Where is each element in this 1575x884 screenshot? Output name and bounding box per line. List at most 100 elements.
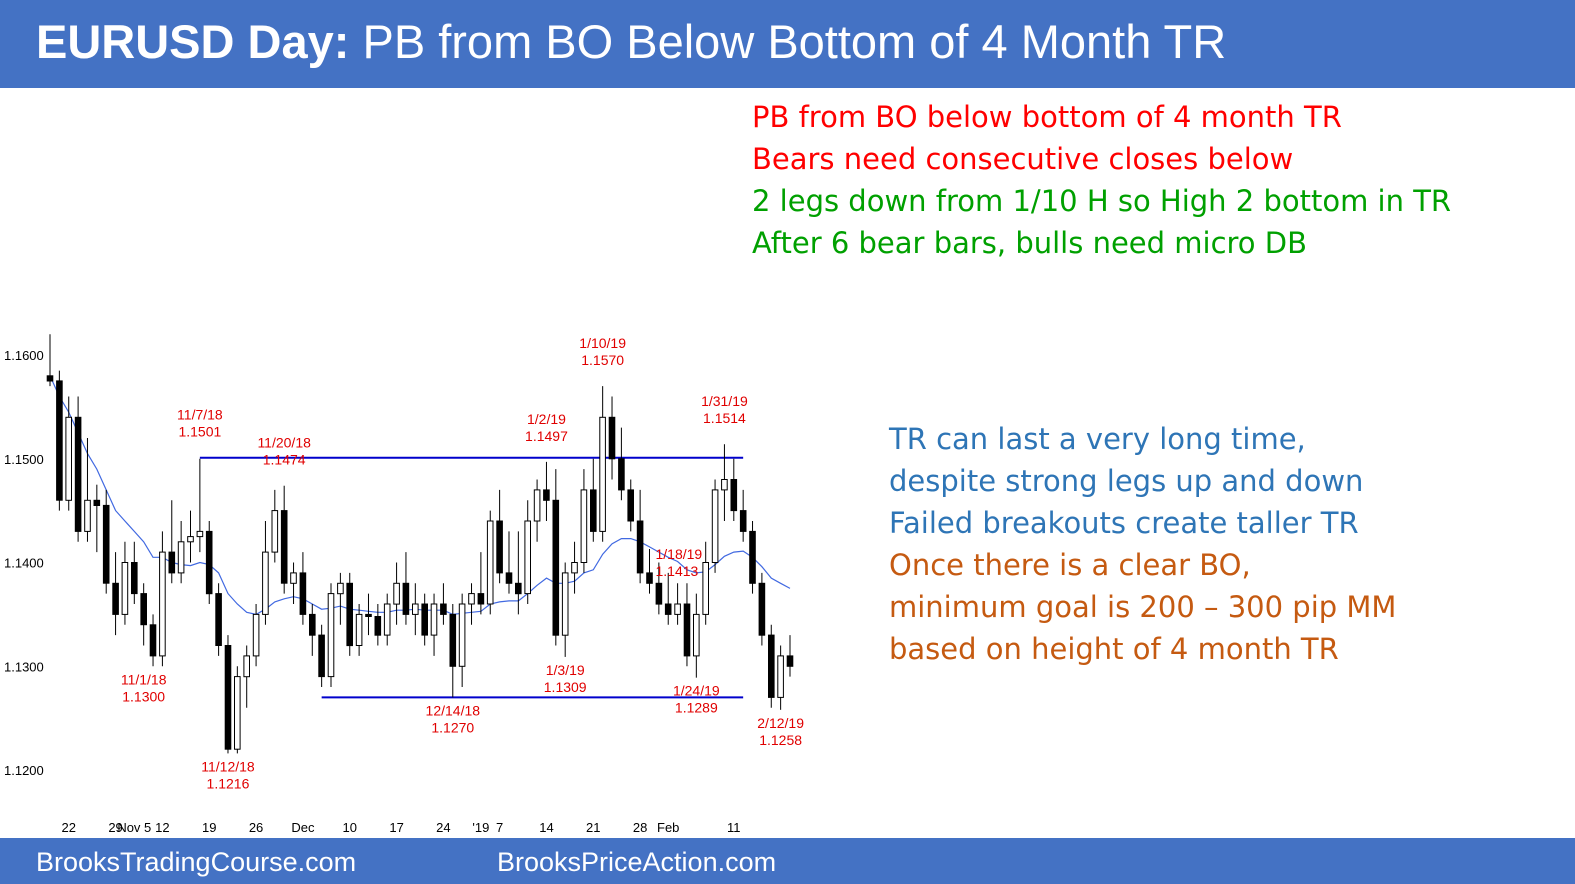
candle-body-75: [739, 510, 747, 532]
candle-body-24: [262, 551, 269, 615]
candle-body-32: [337, 582, 344, 595]
candle-body-80: [786, 655, 794, 667]
annotation-price-3: 1.1216: [207, 775, 250, 791]
footer-link-center[interactable]: BrooksPriceAction.com: [497, 847, 777, 877]
candle-body-54: [543, 489, 550, 501]
candle-body-46: [468, 593, 475, 605]
candle-body-61: [608, 416, 616, 460]
note-top-line-4: After 6 bear bars, bulls need micro DB: [752, 226, 1307, 260]
candle-body-66: [655, 582, 663, 605]
annotation-date-1: 11/1/18: [121, 671, 167, 687]
notes-top: PB from BO below bottom of 4 month TR Bea…: [752, 96, 1451, 264]
footer-link-left[interactable]: BrooksTradingCourse.com: [36, 847, 357, 877]
candle-body-72: [711, 489, 719, 563]
candle-body-64: [636, 520, 644, 574]
annotation-date-11: 1/31/19: [701, 393, 748, 409]
candle-body-62: [618, 458, 625, 491]
candle-body-47: [477, 593, 485, 605]
x-tick-label-17: 11: [727, 820, 741, 835]
candle-body-56: [561, 572, 569, 636]
y-tick-label-2: 1.1500: [4, 452, 44, 467]
note-right-line-3: Failed breakouts create taller TR: [889, 506, 1359, 540]
candle-body-36: [374, 616, 382, 636]
candle-body-12: [149, 624, 157, 657]
candle-body-55: [552, 499, 560, 636]
candle-body-78: [768, 634, 775, 698]
candle-body-41: [421, 603, 428, 636]
candle-body-2: [56, 380, 63, 501]
candle-body-7: [102, 504, 110, 584]
candle-body-49: [496, 520, 503, 574]
note-right-line-4: Once there is a clear BO,: [889, 548, 1251, 582]
x-tick-label-3: Nov 5: [117, 820, 151, 835]
candle-body-13: [159, 551, 166, 657]
y-tick-label-1: 1.1600: [4, 348, 44, 363]
candle-body-76: [749, 530, 756, 584]
candle-body-48: [486, 520, 494, 605]
candle-body-30: [318, 634, 325, 678]
candle-body-43: [440, 603, 447, 615]
candle-body-1: [46, 375, 54, 382]
candle-body-29: [309, 613, 316, 636]
candle-body-8: [112, 582, 119, 615]
x-tick-label-13: 14: [539, 820, 553, 835]
y-tick-label-4: 1.1300: [4, 659, 44, 674]
note-right-line-2: despite strong legs up and down: [889, 464, 1364, 498]
title-bold: EURUSD Day:: [36, 15, 350, 68]
x-tick-label-5: 19: [202, 820, 216, 835]
note-right-line-5: minimum goal is 200 – 300 pip MM: [889, 590, 1397, 624]
candle-body-18: [205, 530, 213, 595]
x-tick-label-12: 7: [496, 820, 503, 835]
y-tick-label-5: 1.1200: [4, 763, 44, 778]
x-tick-label-14: 21: [586, 820, 600, 835]
candle-body-42: [430, 603, 438, 636]
candle-body-69: [683, 603, 691, 657]
candle-body-22: [243, 655, 250, 678]
x-tick-label-10: 24: [436, 820, 450, 835]
x-tick-label-8: 10: [343, 820, 357, 835]
candle-body-37: [383, 603, 391, 636]
annotation-date-6: 1/2/19: [527, 411, 566, 427]
x-tick-label-16: Feb: [657, 820, 679, 835]
candle-body-79: [777, 655, 784, 698]
candle-body-63: [627, 489, 635, 522]
y-tick-label-3: 1.1400: [4, 556, 44, 571]
candle-body-68: [674, 603, 681, 615]
x-tick-label-11: '19: [472, 820, 489, 835]
annotation-date-3: 11/12/18: [201, 758, 255, 774]
annotation-date-12: 2/12/19: [757, 715, 804, 731]
title-bar: EURUSD Day: PB from BO Below Bottom of 4…: [0, 0, 1575, 88]
note-top-line-1: PB from BO below bottom of 4 month TR: [752, 100, 1342, 134]
candle-body-6: [93, 499, 101, 506]
annotation-price-1: 1.1300: [122, 688, 165, 704]
candle-body-25: [271, 510, 279, 553]
x-tick-label-1: 22: [61, 820, 75, 835]
annotation-price-11: 1.1514: [703, 410, 746, 426]
candle-body-50: [505, 572, 513, 584]
annotation-price-8: 1.1570: [581, 352, 624, 368]
candle-body-28: [299, 572, 307, 615]
candle-body-5: [84, 499, 91, 532]
candle-body-21: [234, 676, 241, 750]
annotation-price-10: 1.1289: [675, 700, 718, 716]
candle-body-19: [215, 593, 222, 646]
annotation-date-10: 1/24/19: [673, 683, 720, 699]
annotation-price-2: 1.1501: [178, 424, 221, 440]
annotation-date-8: 1/10/19: [579, 335, 626, 351]
candle-body-73: [721, 479, 728, 491]
annotation-date-5: 12/14/18: [426, 702, 481, 718]
candle-body-59: [590, 489, 597, 532]
x-tick-label-7: Dec: [291, 820, 315, 835]
candle-body-16: [187, 536, 194, 543]
candle-body-14: [168, 551, 176, 574]
candle-body-67: [664, 603, 672, 615]
note-top-line-2: Bears need consecutive closes below: [752, 142, 1294, 176]
candle-body-71: [702, 562, 710, 615]
annotation-price-4: 1.1474: [263, 452, 306, 468]
x-tick-label-6: 26: [249, 820, 263, 835]
annotation-price-12: 1.1258: [759, 732, 802, 748]
footer-bar: BrooksTradingCourse.com BrooksPriceActio…: [0, 838, 1575, 884]
note-right-line-1: TR can last a very long time,: [889, 422, 1306, 456]
candle-body-3: [65, 416, 73, 501]
